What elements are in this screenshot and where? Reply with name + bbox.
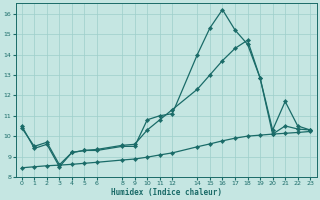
X-axis label: Humidex (Indice chaleur): Humidex (Indice chaleur): [110, 188, 221, 197]
